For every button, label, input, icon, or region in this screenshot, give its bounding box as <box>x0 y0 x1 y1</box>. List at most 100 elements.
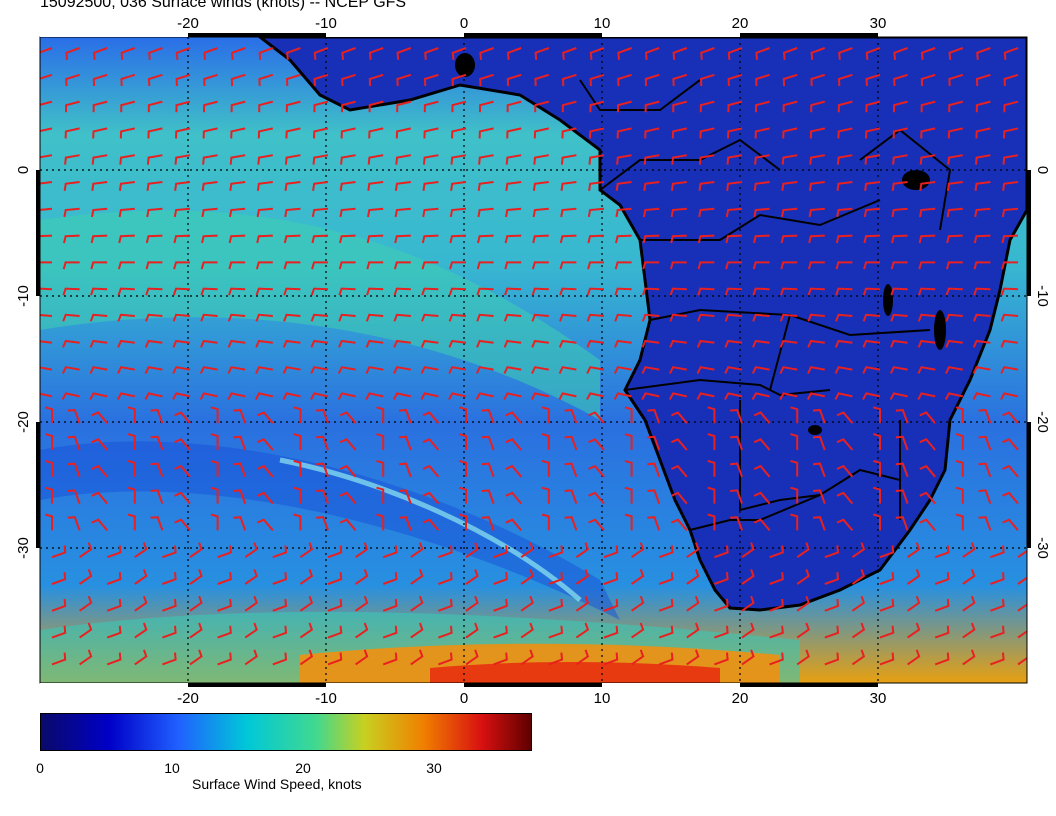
wind-barb <box>175 127 191 139</box>
lakes <box>455 53 946 435</box>
wind-barb <box>643 207 660 218</box>
wind-barb <box>658 652 674 666</box>
wind-barb <box>79 595 93 612</box>
wind-barb <box>658 545 674 559</box>
lon-label: -10 <box>315 15 337 32</box>
wind-barb <box>256 438 274 451</box>
lat-label: -10 <box>15 285 32 307</box>
wind-barb <box>506 127 522 139</box>
wind-barb <box>824 652 840 666</box>
wind-barb <box>91 518 108 532</box>
wind-barb <box>134 542 148 559</box>
wind-barb <box>644 127 660 139</box>
wind-barb <box>587 207 605 218</box>
wind-barb <box>835 287 853 296</box>
wind-barb <box>134 622 148 639</box>
wind-barb <box>172 339 191 348</box>
wind-barb <box>975 100 991 113</box>
wind-barb <box>51 652 67 666</box>
wind-barb <box>493 652 508 666</box>
wind-barb <box>366 234 384 244</box>
wind-barb <box>642 261 660 270</box>
wind-barb <box>477 207 494 218</box>
wind-barb <box>564 408 578 424</box>
wind-barb <box>672 47 688 60</box>
wind-barb <box>919 207 936 218</box>
wind-barb <box>229 207 246 218</box>
wind-barb <box>812 408 826 424</box>
wind-barb <box>532 234 549 244</box>
wind-barb <box>707 406 716 424</box>
wind-barb <box>173 234 191 244</box>
wind-barb <box>201 234 218 244</box>
bottom-lon-labels: -20 -10 0 10 20 30 <box>177 690 886 707</box>
wind-barb <box>382 652 398 666</box>
wind-barb <box>753 464 771 478</box>
wind-barb <box>836 464 854 478</box>
wind-barb <box>879 652 895 666</box>
wind-barb <box>919 491 936 505</box>
wind-barb <box>313 47 329 60</box>
wind-barb <box>808 207 825 218</box>
wind-barb <box>127 513 136 531</box>
wind-barb <box>217 572 232 585</box>
wind-barb <box>481 462 495 478</box>
wind-barb <box>338 261 356 270</box>
wind-barb <box>672 100 688 113</box>
wind-barb <box>647 516 661 531</box>
wind-barb <box>393 366 411 374</box>
wind-barb <box>493 625 508 639</box>
wind-barb <box>686 649 700 666</box>
wind-barb <box>493 545 508 559</box>
wind-barb <box>724 366 743 374</box>
wind-barb <box>127 406 136 424</box>
wind-barb <box>865 73 881 87</box>
wind-barb <box>117 366 135 374</box>
wind-barb <box>423 100 439 113</box>
lat-label: 0 <box>15 166 32 174</box>
wind-barb <box>258 73 274 87</box>
wind-barb <box>948 100 964 113</box>
wind-barb <box>227 366 246 374</box>
wind-barb <box>106 652 122 666</box>
lat-label: 0 <box>1034 166 1051 174</box>
wind-barb <box>201 181 218 191</box>
wind-barb <box>203 73 218 87</box>
wind-barb <box>106 545 122 559</box>
wind-barb <box>796 595 810 612</box>
wind-barb <box>45 433 53 450</box>
wind-barb <box>476 313 494 322</box>
wind-barb <box>365 366 384 374</box>
wind-barb <box>422 154 439 165</box>
wind-barb <box>230 47 246 60</box>
wind-barb <box>603 572 619 585</box>
wind-barb <box>1017 623 1027 639</box>
wind-barb <box>144 366 163 374</box>
wind-barb <box>173 207 191 218</box>
wind-barb <box>955 433 964 450</box>
wind-barb <box>978 435 992 451</box>
wind-barb <box>918 287 936 296</box>
wind-barb <box>217 545 232 559</box>
wind-barb <box>559 234 577 244</box>
wind-barb <box>337 392 356 400</box>
wind-barb <box>631 595 645 612</box>
wind-barb <box>558 366 577 374</box>
wind-barb <box>851 622 866 639</box>
wind-barb <box>478 154 494 165</box>
wind-barb <box>420 392 439 400</box>
wind-barb <box>955 459 964 477</box>
wind-barb <box>339 181 356 191</box>
wind-barb <box>724 313 743 322</box>
wind-barb <box>835 313 853 322</box>
wind-barb <box>355 595 369 612</box>
lon-label: 10 <box>594 15 611 32</box>
wind-barb <box>355 542 369 559</box>
wind-barb <box>476 339 494 348</box>
wind-barb <box>575 542 590 559</box>
wind-barb <box>475 392 494 400</box>
wind-barb <box>617 47 632 60</box>
wind-barb <box>697 287 715 296</box>
wind-barb <box>696 392 715 400</box>
